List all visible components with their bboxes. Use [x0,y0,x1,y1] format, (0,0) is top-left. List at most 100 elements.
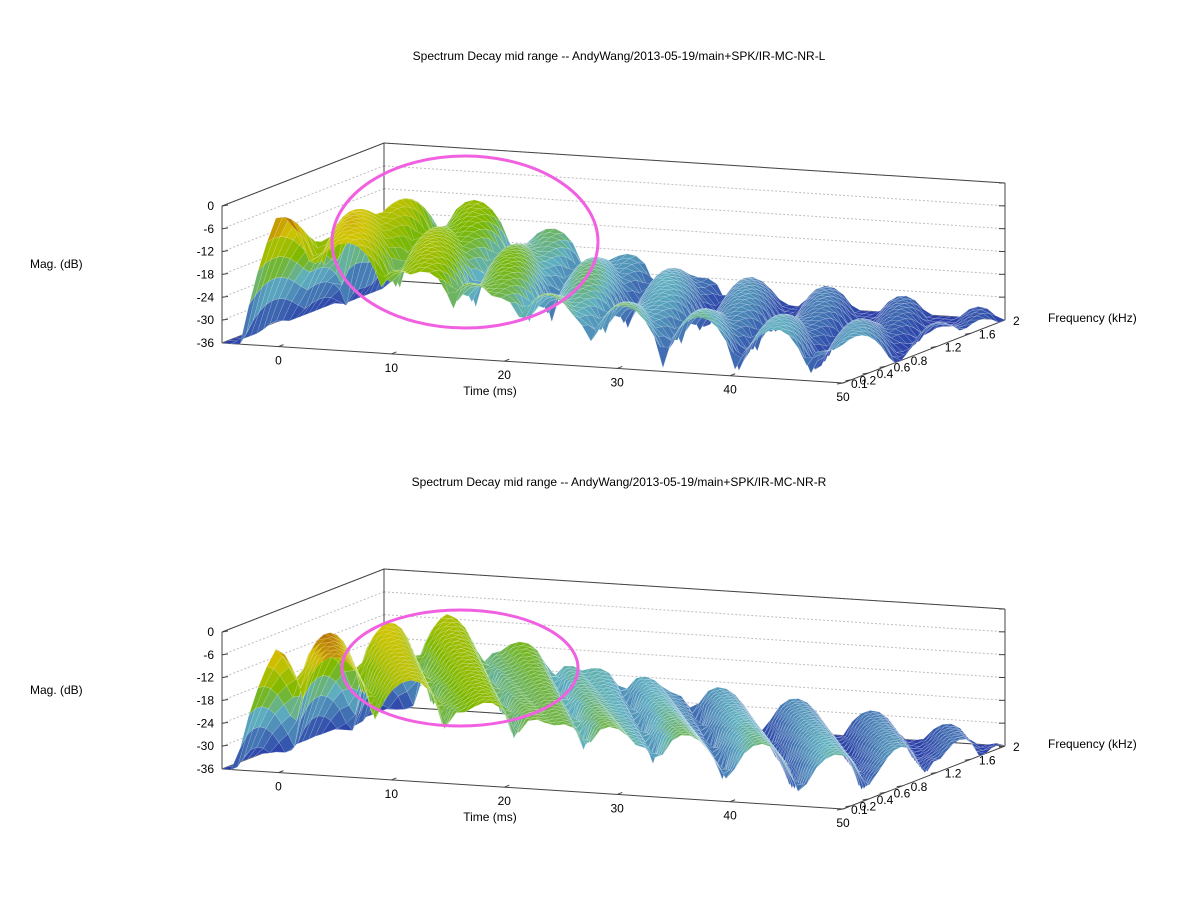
x-tick-label: 10 [385,361,399,375]
y-axis-label: Frequency (kHz) [1048,311,1137,325]
surface-patch [905,745,921,768]
z-tick [221,699,229,701]
grid-line [221,614,385,679]
z-tick-label: 0 [207,625,214,639]
y-tick-label: 0.2 [860,800,877,814]
y-tick [862,798,869,801]
x-tick-label: 40 [723,383,737,397]
y-tick [930,772,937,775]
y-tick-label: 0.1 [851,377,868,391]
z-tick-label: -18 [197,268,215,282]
y-tick [836,808,844,811]
x-tick-label: 0 [275,354,282,368]
surface-patch [924,758,941,773]
x-tick-label: 0 [275,780,282,794]
x-tick [616,365,623,369]
axis-edge [842,319,1006,384]
y-tick-label: 0.6 [894,786,911,800]
z-tick-label: -30 [197,739,215,753]
chart-title: Spectrum Decay mid range -- AndyWang/201… [412,475,827,489]
axis-edge [221,142,385,207]
z-tick-label: -12 [197,245,215,259]
y-axis-label: Frequency (kHz) [1048,737,1137,751]
highlight-ellipse [340,608,580,728]
surface-patch [937,743,954,758]
x-tick-label: 50 [836,390,850,404]
surface-patch [872,334,889,357]
waterfall-surface [221,197,1006,374]
z-axis-label: Mag. (dB) [30,257,83,271]
z-tick-label: -6 [203,222,214,236]
y-tick-label: 0.1 [851,803,868,817]
grid-line [383,165,1006,207]
y-tick [964,332,971,335]
y-tick-label: 2 [1013,740,1020,754]
surface-patch [833,752,850,758]
axis-edge [383,568,1006,610]
y-tick-label: 1.6 [979,327,996,341]
y-tick [896,785,903,788]
y-tick-label: 0.6 [894,360,911,374]
y-tick [930,346,937,349]
grid-line [221,188,385,253]
y-tick [879,791,886,794]
y-tick-label: 0.4 [877,793,894,807]
x-tick-label: 20 [498,368,512,382]
surface-patch [866,766,883,787]
z-tick-label: -12 [197,671,215,685]
z-tick [221,653,229,656]
z-tick [221,227,229,230]
y-tick-label: 1.2 [945,767,962,781]
x-axis-label: Time (ms) [463,384,517,398]
axis-edge [221,568,385,633]
surface-patch [866,331,883,348]
x-tick [729,799,736,803]
y-tick-label: 1.6 [979,753,996,767]
z-tick [221,676,229,679]
z-tick-label: -6 [203,648,214,662]
x-tick [391,777,397,781]
surface-patch [879,749,895,766]
z-tick [221,744,229,747]
z-tick [221,273,229,275]
grid-line [221,591,385,656]
z-tick [221,295,229,298]
z-tick-label: -36 [197,336,215,350]
grid-line [221,637,385,701]
y-tick [845,379,852,382]
axis-edge [221,768,844,810]
surface-patch [885,746,902,756]
x-tick [504,358,510,362]
surface-patch [963,736,980,757]
y-tick [862,372,869,375]
z-tick-label: -36 [197,762,215,776]
chart-title: Spectrum Decay mid range -- AndyWang/201… [413,49,826,63]
x-tick [278,344,284,348]
x-tick [504,784,510,788]
y-tick-label: 0.8 [911,780,928,794]
grid-line [221,165,385,230]
z-tick [221,721,229,724]
waterfall-surface [221,613,1006,792]
x-tick [616,791,623,795]
z-tick-label: -30 [197,313,215,327]
z-tick-label: -18 [197,694,215,708]
y-tick [998,745,1006,748]
z-tick-label: -24 [197,290,215,304]
x-tick [842,806,849,810]
x-tick-label: 30 [611,375,625,389]
x-tick-label: 20 [498,794,512,808]
surface-patch [833,339,850,351]
y-tick [845,805,852,808]
x-axis-label: Time (ms) [463,810,517,824]
axis-edge [221,342,844,384]
z-axis-label: Mag. (dB) [30,683,83,697]
y-tick-label: 0.8 [911,354,928,368]
x-tick-label: 40 [723,809,737,823]
surface-patch [969,315,987,321]
y-tick-label: 0.2 [860,374,877,388]
